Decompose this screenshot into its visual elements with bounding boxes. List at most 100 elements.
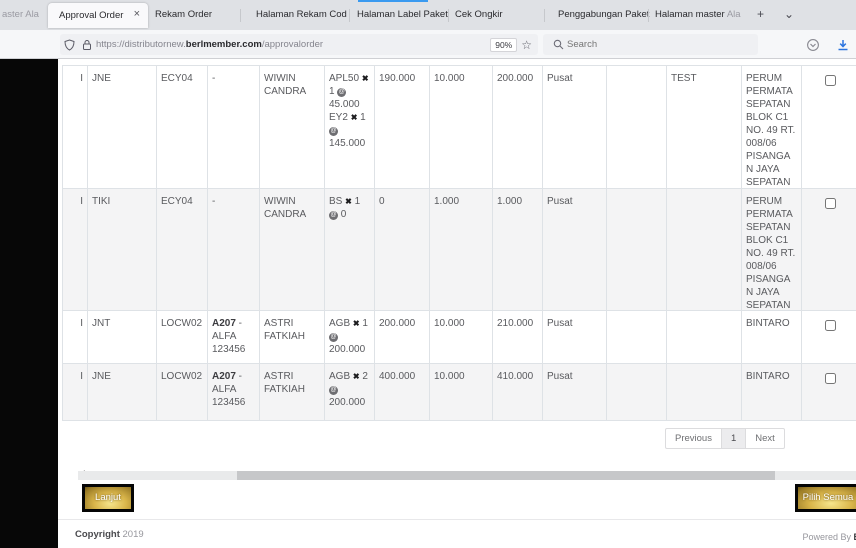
multiply-icon: ✖: [361, 74, 369, 83]
cell-products: BS ✖ 1 @ 0: [325, 189, 375, 310]
cell-total: 1.000: [493, 189, 543, 310]
cell-products: APL50 ✖ 1 @ 45.000 EY2 ✖ 1 @ 145.000: [325, 66, 375, 188]
cell-stub: I: [62, 189, 88, 310]
cell-agent: A207 - ALFA 123456: [208, 311, 260, 363]
cell-stub: I: [62, 311, 88, 363]
at-icon: @: [337, 88, 347, 97]
at-icon: @: [329, 127, 338, 136]
tab-halaman-master-alamat[interactable]: Halaman master Ala: [655, 9, 741, 20]
horizontal-scrollbar-thumb[interactable]: [237, 471, 775, 480]
pilih-semua-button[interactable]: Pilih Semua: [795, 484, 856, 512]
table-row: I JNE LOCW02 A207 - ALFA 123456 ASTRI FA…: [62, 364, 856, 421]
tab-separator: [544, 9, 545, 22]
search-icon: [549, 36, 567, 54]
new-tab-button[interactable]: +: [757, 7, 765, 21]
pagination: Previous 1 Next: [665, 428, 785, 449]
bookmark-star-icon[interactable]: ☆: [521, 37, 532, 52]
cell-courier: JNE: [88, 364, 157, 420]
browser-nav-bar: https://distributornew.berlmember.com/ap…: [0, 30, 856, 59]
cell-note: [667, 189, 742, 310]
cell-empty: [607, 311, 667, 363]
page-1-button[interactable]: 1: [721, 428, 746, 449]
tab-list-dropdown-icon[interactable]: ⌄: [784, 7, 795, 21]
cell-empty: [607, 189, 667, 310]
cell-select: [802, 66, 856, 188]
cell-agent: A207 - ALFA 123456: [208, 364, 260, 420]
multiply-icon: ✖: [352, 319, 360, 328]
url-bar[interactable]: https://distributornew.berlmember.com/ap…: [60, 34, 538, 55]
cell-code: LOCW02: [157, 311, 208, 363]
next-page-button[interactable]: Next: [745, 428, 785, 449]
cell-stub: I: [62, 364, 88, 420]
close-tab-icon[interactable]: ×: [133, 8, 140, 20]
cell-branch: Pusat: [543, 311, 607, 363]
browser-tab-bar: aster Ala Approval Order × Rekam Order H…: [0, 0, 856, 30]
tab-separator: [448, 9, 449, 22]
cell-price: 0: [375, 189, 430, 310]
tab-separator: [648, 9, 649, 22]
cell-agent: -: [208, 189, 260, 310]
search-input[interactable]: [567, 39, 737, 50]
cell-note: [667, 364, 742, 420]
tab-rekam-order[interactable]: Rekam Order: [155, 9, 213, 20]
cell-customer: ASTRI FATKIAH: [260, 364, 325, 420]
cell-empty: [607, 66, 667, 188]
cell-note: [667, 311, 742, 363]
tab-approval-order[interactable]: Approval Order ×: [48, 3, 148, 28]
cell-customer: ASTRI FATKIAH: [260, 311, 325, 363]
horizontal-scrollbar-track[interactable]: [78, 471, 856, 480]
tab-halaman-label-paket[interactable]: Halaman Label Paket: [357, 9, 448, 20]
table-row: I TIKI ECY04 - WIWIN CANDRA BS ✖ 1 @ 0 0…: [62, 189, 856, 311]
lanjut-button[interactable]: Lanjut: [82, 484, 134, 512]
cell-code: ECY04: [157, 189, 208, 310]
cell-products: AGB ✖ 1 @ 200.000: [325, 311, 375, 363]
page-content: I JNE ECY04 - WIWIN CANDRA APL50 ✖ 1 @ 4…: [0, 59, 856, 548]
row-checkbox[interactable]: [825, 198, 836, 209]
cell-code: ECY04: [157, 66, 208, 188]
dark-left-panel: [0, 59, 58, 548]
cell-empty: [607, 364, 667, 420]
browser-search-box[interactable]: [543, 34, 758, 55]
cell-price: 200.000: [375, 311, 430, 363]
cell-branch: Pusat: [543, 364, 607, 420]
tab-cut-master-alamat[interactable]: aster Ala: [2, 9, 39, 20]
tab-penggabungan-paket[interactable]: Penggabungan Paket: [558, 9, 650, 20]
cell-note: TEST: [667, 66, 742, 188]
row-checkbox[interactable]: [825, 373, 836, 384]
cell-select: [802, 311, 856, 363]
cell-shipping: 10.000: [430, 66, 493, 188]
copyright-text: Copyright 2019: [75, 529, 144, 540]
cell-select: [802, 189, 856, 310]
cell-stub: I: [62, 66, 88, 188]
cell-customer: WIWIN CANDRA: [260, 66, 325, 188]
cell-address: BINTARO: [742, 311, 802, 363]
previous-page-button[interactable]: Previous: [665, 428, 722, 449]
cell-products: AGB ✖ 2 @ 200.000: [325, 364, 375, 420]
table-row: I JNE ECY04 - WIWIN CANDRA APL50 ✖ 1 @ 4…: [62, 66, 856, 189]
cell-courier: TIKI: [88, 189, 157, 310]
download-icon[interactable]: [834, 36, 852, 54]
cell-code: LOCW02: [157, 364, 208, 420]
tab-separator: [349, 9, 350, 22]
cell-branch: Pusat: [543, 189, 607, 310]
tab-halaman-rekam-cod[interactable]: Halaman Rekam Cod: [256, 9, 347, 20]
powered-by-text: Powered By B: [802, 532, 856, 542]
table-row: I JNT LOCW02 A207 - ALFA 123456 ASTRI FA…: [62, 311, 856, 364]
cell-shipping: 10.000: [430, 311, 493, 363]
pocket-icon[interactable]: [804, 36, 822, 54]
lock-icon[interactable]: [78, 36, 96, 54]
zoom-level-badge[interactable]: 90%: [490, 37, 518, 52]
cell-total: 210.000: [493, 311, 543, 363]
cell-address: PERUM PERMATA SEPATAN BLOK C1 NO. 49 RT.…: [742, 189, 802, 310]
cell-price: 400.000: [375, 364, 430, 420]
multiply-icon: ✖: [350, 113, 358, 122]
multiply-icon: ✖: [352, 372, 360, 381]
cell-total: 410.000: [493, 364, 543, 420]
tab-cek-ongkir[interactable]: Cek Ongkir: [455, 9, 503, 20]
cell-shipping: 1.000: [430, 189, 493, 310]
row-checkbox[interactable]: [825, 75, 836, 86]
shield-icon[interactable]: [60, 36, 78, 54]
row-checkbox[interactable]: [825, 320, 836, 331]
page-footer: Copyright 2019 Powered By B: [58, 519, 856, 548]
cell-address: BINTARO: [742, 364, 802, 420]
